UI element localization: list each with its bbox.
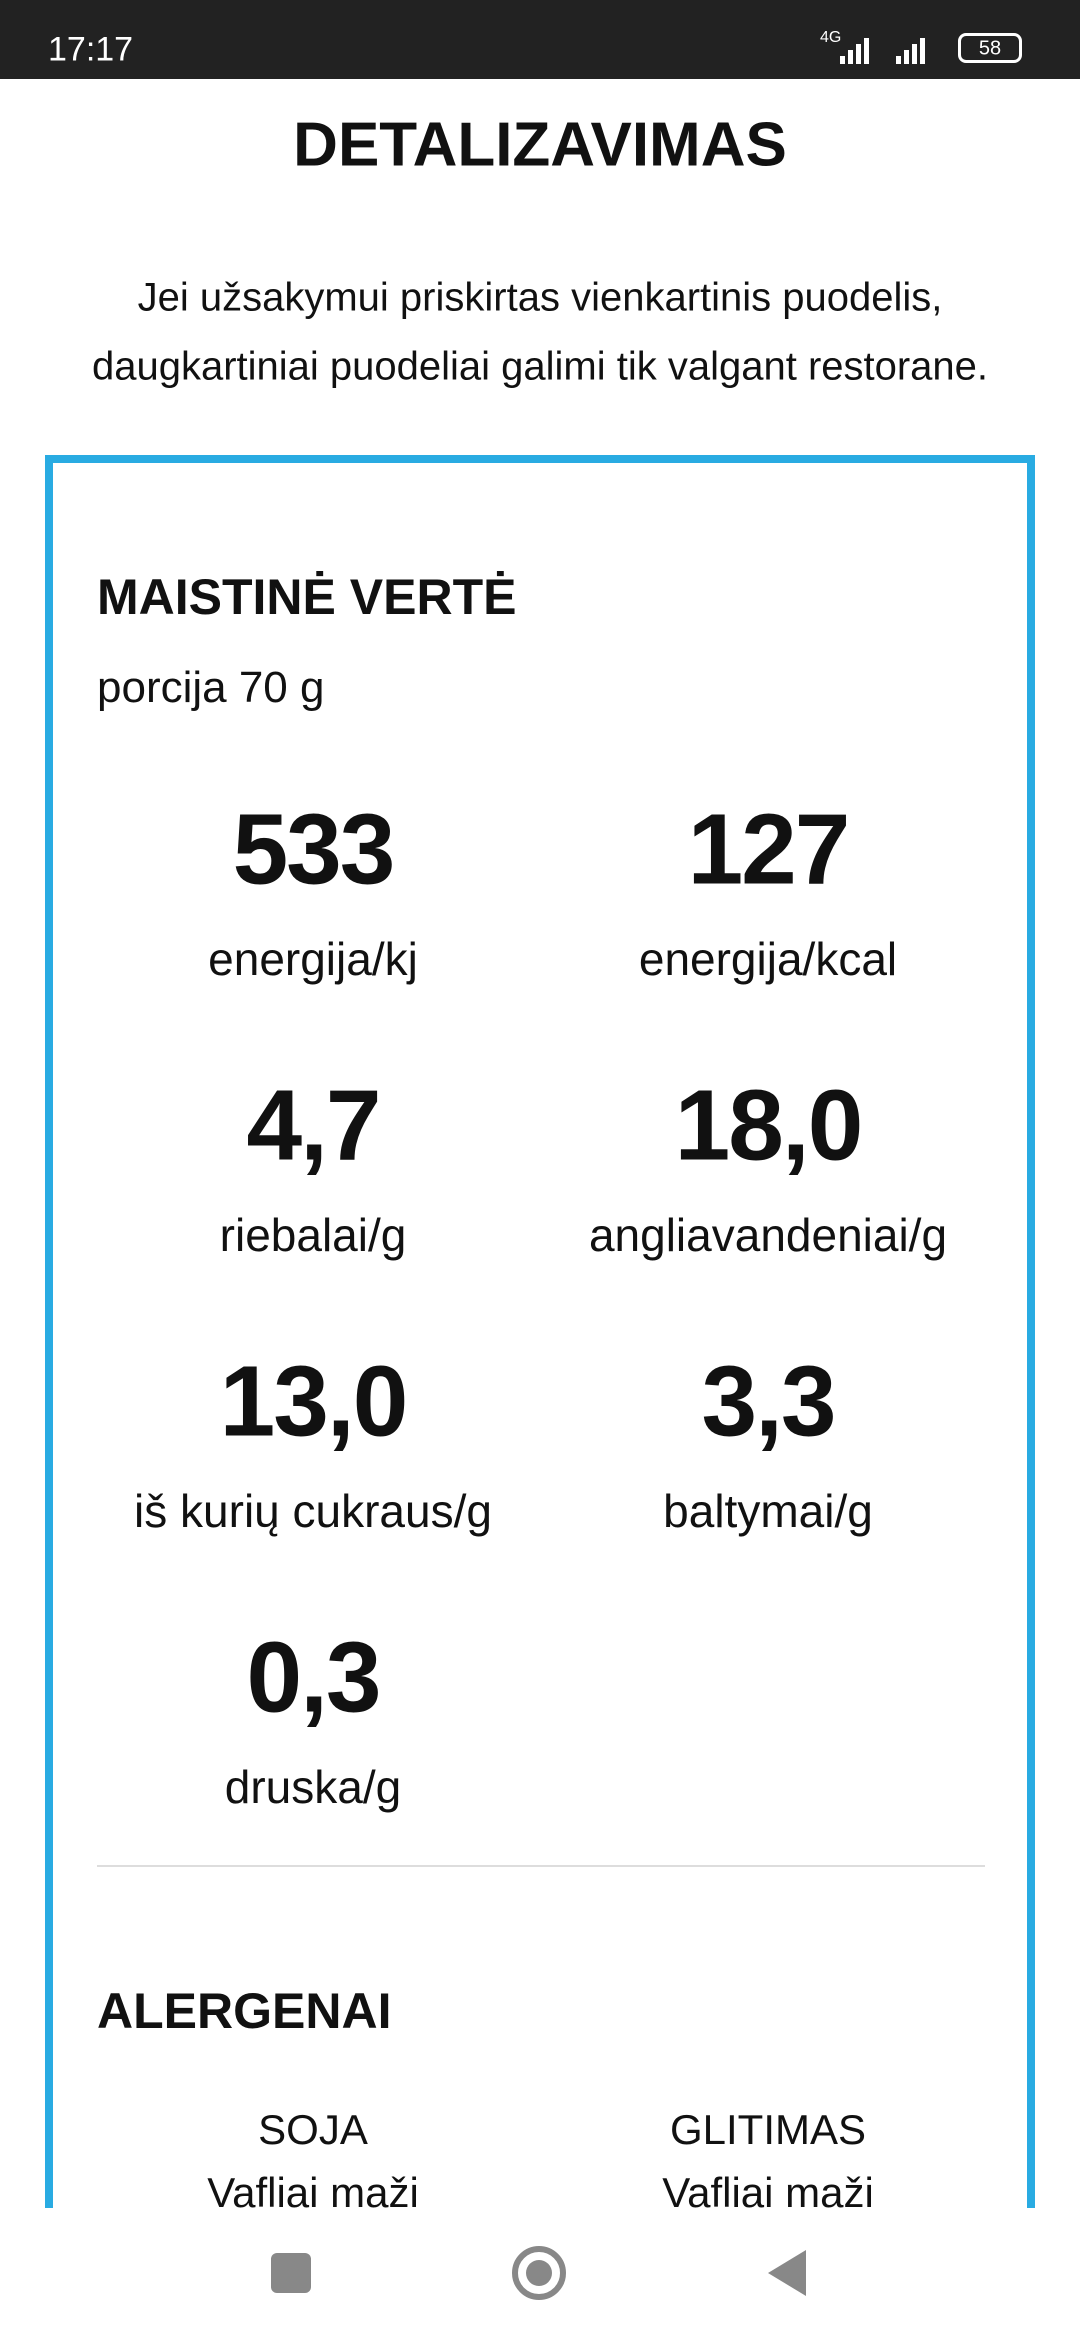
battery-icon: [958, 33, 1022, 63]
nutrient-label: angliavandeniai/g: [588, 1209, 948, 1261]
nutrient-label: energija/kcal: [638, 933, 898, 985]
nutrient-label: baltymai/g: [663, 1485, 873, 1537]
notice-line: Jei užsakymui priskirtas vienkartinis pu…: [137, 275, 943, 320]
back-button[interactable]: [768, 2250, 806, 2296]
home-dot: [526, 2260, 552, 2286]
content: DETALIZAVIMAS Jei užsakymui priskirtas v…: [0, 79, 1080, 2208]
navigation-bar: [0, 2208, 1080, 2340]
portion: porcija 70 g: [97, 663, 325, 712]
info-box: [45, 455, 1035, 2208]
nutrient-label: druska/g: [224, 1761, 402, 1813]
status-bar: 17:17 4G 58: [0, 0, 1080, 79]
network-type: 4G: [820, 29, 842, 46]
nutrient-label: energija/kj: [208, 933, 418, 985]
notice-line: daugkartiniai puodeliai galimi tik valga…: [91, 344, 989, 389]
home-button[interactable]: [512, 2246, 566, 2300]
nutrient-value: 4,7: [246, 1069, 381, 1182]
divider: [97, 1865, 985, 1867]
nutrient-value: 0,3: [246, 1621, 381, 1734]
allergen-description: Vafliai maži: [207, 2169, 419, 2208]
allergen-name: GLITIMAS: [669, 2106, 867, 2153]
nav-icons: [271, 2246, 806, 2300]
section-title: MAISTINĖ VERTĖ: [97, 569, 517, 625]
signal-icons: [840, 38, 925, 64]
battery-level: 58: [978, 37, 1002, 60]
recents-button[interactable]: [271, 2253, 311, 2293]
section-title: ALERGENAI: [97, 1983, 392, 2039]
nutrient-value: 13,0: [219, 1345, 409, 1458]
allergen-name: SOJA: [258, 2106, 368, 2153]
nutrient-label: iš kurių cukraus/g: [134, 1485, 492, 1537]
nutrient-value: 533: [232, 793, 396, 906]
nutrient-value: 18,0: [674, 1069, 864, 1182]
status-time: 17:17: [48, 30, 134, 69]
nutrient-label: riebalai/g: [219, 1209, 407, 1261]
nutrient-value: 3,3: [701, 1345, 836, 1458]
allergen-description: Vafliai maži: [662, 2169, 874, 2208]
page-title: DETALIZAVIMAS: [293, 110, 787, 180]
nutrient-value: 127: [687, 793, 851, 906]
